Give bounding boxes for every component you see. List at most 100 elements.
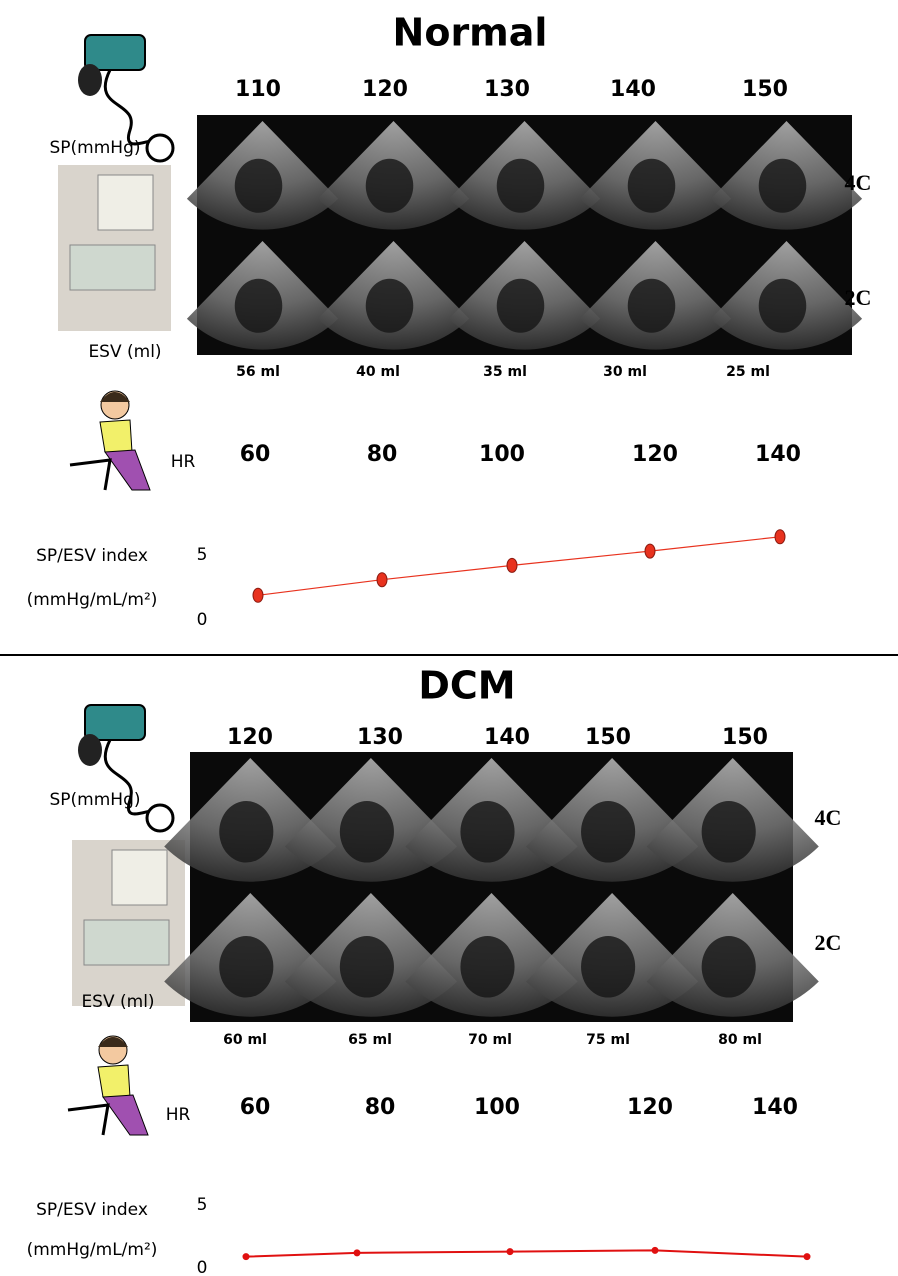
sp-value: 140 bbox=[610, 77, 656, 102]
echo-cavity bbox=[496, 158, 545, 213]
data-point bbox=[376, 572, 388, 588]
esv-value: 80 ml bbox=[718, 1032, 762, 1048]
sp-label: SP(mmHg) bbox=[49, 138, 140, 158]
esv-value: 60 ml bbox=[223, 1032, 267, 1048]
handlebar-icon bbox=[69, 458, 112, 491]
hr-value: 60 bbox=[240, 1095, 271, 1120]
handlebar-icon bbox=[67, 1103, 110, 1136]
esv-label: ESV (ml) bbox=[81, 992, 154, 1012]
series-line bbox=[257, 536, 781, 596]
data-point bbox=[252, 587, 264, 603]
sp-value: 150 bbox=[585, 725, 631, 750]
hair-icon bbox=[100, 392, 130, 402]
data-point bbox=[774, 529, 786, 545]
echo-cavity bbox=[460, 801, 515, 863]
monitor-console bbox=[69, 244, 156, 291]
hr-label: HR bbox=[166, 1105, 191, 1125]
data-point bbox=[242, 1253, 250, 1261]
esv-value: 70 ml bbox=[468, 1032, 512, 1048]
sp-value: 150 bbox=[742, 77, 788, 102]
hr-value: 60 bbox=[240, 442, 271, 467]
bulb-icon bbox=[78, 64, 102, 96]
legs-icon bbox=[104, 449, 151, 491]
view-label: 2C bbox=[815, 930, 842, 955]
echo-cavity bbox=[701, 801, 756, 863]
sp-value: 120 bbox=[362, 77, 408, 102]
esv-value: 65 ml bbox=[348, 1032, 392, 1048]
echo-cavity bbox=[219, 936, 274, 998]
sp-label: SP(mmHg) bbox=[49, 790, 140, 810]
data-point bbox=[803, 1253, 811, 1261]
panel-title: Normal bbox=[393, 11, 548, 55]
sp-value: 120 bbox=[227, 725, 273, 750]
echo-cavity bbox=[339, 936, 394, 998]
shirt-icon bbox=[99, 419, 133, 453]
monitor-console bbox=[83, 919, 170, 966]
index-label: SP/ESV index bbox=[36, 546, 148, 566]
data-point bbox=[644, 543, 656, 559]
echo-cavity bbox=[365, 278, 414, 333]
echo-cavity bbox=[460, 936, 515, 998]
esv-label: ESV (ml) bbox=[88, 342, 161, 362]
echo-cavity bbox=[339, 801, 394, 863]
index-unit: (mmHg/mL/m²) bbox=[27, 590, 158, 610]
monitor-screen bbox=[111, 849, 168, 906]
hr-value: 120 bbox=[632, 442, 678, 467]
esv-value: 35 ml bbox=[483, 364, 527, 380]
esv-value: 25 ml bbox=[726, 364, 770, 380]
y-tick-label: 0 bbox=[197, 1258, 208, 1276]
sp-value: 140 bbox=[484, 725, 530, 750]
gauge-icon bbox=[145, 803, 175, 833]
data-point bbox=[651, 1246, 659, 1254]
sp-value: 150 bbox=[722, 725, 768, 750]
y-tick-label: 0 bbox=[197, 610, 208, 630]
gauge-icon bbox=[145, 133, 175, 163]
echo-cavity bbox=[581, 801, 636, 863]
hr-value: 100 bbox=[474, 1095, 520, 1120]
hr-value: 100 bbox=[479, 442, 525, 467]
bulb-icon bbox=[78, 734, 102, 766]
esv-value: 40 ml bbox=[356, 364, 400, 380]
tube-icon bbox=[103, 69, 162, 146]
echo-cavity bbox=[758, 278, 807, 333]
hr-value: 140 bbox=[755, 442, 801, 467]
echo-cavity bbox=[365, 158, 414, 213]
echo-cavity bbox=[701, 936, 756, 998]
y-tick-label: 5 bbox=[197, 1195, 208, 1215]
hr-value: 80 bbox=[367, 442, 398, 467]
data-point bbox=[506, 557, 518, 573]
view-label: 4C bbox=[845, 170, 872, 195]
echo-cavity bbox=[627, 158, 676, 213]
index-unit: (mmHg/mL/m²) bbox=[27, 1240, 158, 1260]
hr-value: 120 bbox=[627, 1095, 673, 1120]
hair-icon bbox=[98, 1037, 128, 1047]
sp-value: 130 bbox=[484, 77, 530, 102]
echo-cavity bbox=[234, 278, 283, 333]
view-label: 4C bbox=[815, 805, 842, 830]
series-line bbox=[245, 1249, 808, 1258]
y-tick-label: 5 bbox=[197, 545, 208, 565]
cuff-icon bbox=[84, 704, 146, 741]
esv-value: 75 ml bbox=[586, 1032, 630, 1048]
legs-icon bbox=[102, 1094, 149, 1136]
esv-value: 56 ml bbox=[236, 364, 280, 380]
hr-label: HR bbox=[171, 452, 196, 472]
echo-cavity bbox=[496, 278, 545, 333]
hr-value: 80 bbox=[365, 1095, 396, 1120]
echo-cavity bbox=[627, 278, 676, 333]
echo-cavity bbox=[581, 936, 636, 998]
echo-cavity bbox=[758, 158, 807, 213]
sp-value: 110 bbox=[235, 77, 281, 102]
shirt-icon bbox=[97, 1064, 131, 1098]
data-point bbox=[353, 1249, 361, 1257]
sp-value: 130 bbox=[357, 725, 403, 750]
view-label: 2C bbox=[845, 285, 872, 310]
panel-title: DCM bbox=[418, 664, 515, 708]
hr-value: 140 bbox=[752, 1095, 798, 1120]
cuff-icon bbox=[84, 34, 146, 71]
index-label: SP/ESV index bbox=[36, 1200, 148, 1220]
echo-cavity bbox=[234, 158, 283, 213]
monitor-screen bbox=[97, 174, 154, 231]
esv-value: 30 ml bbox=[603, 364, 647, 380]
